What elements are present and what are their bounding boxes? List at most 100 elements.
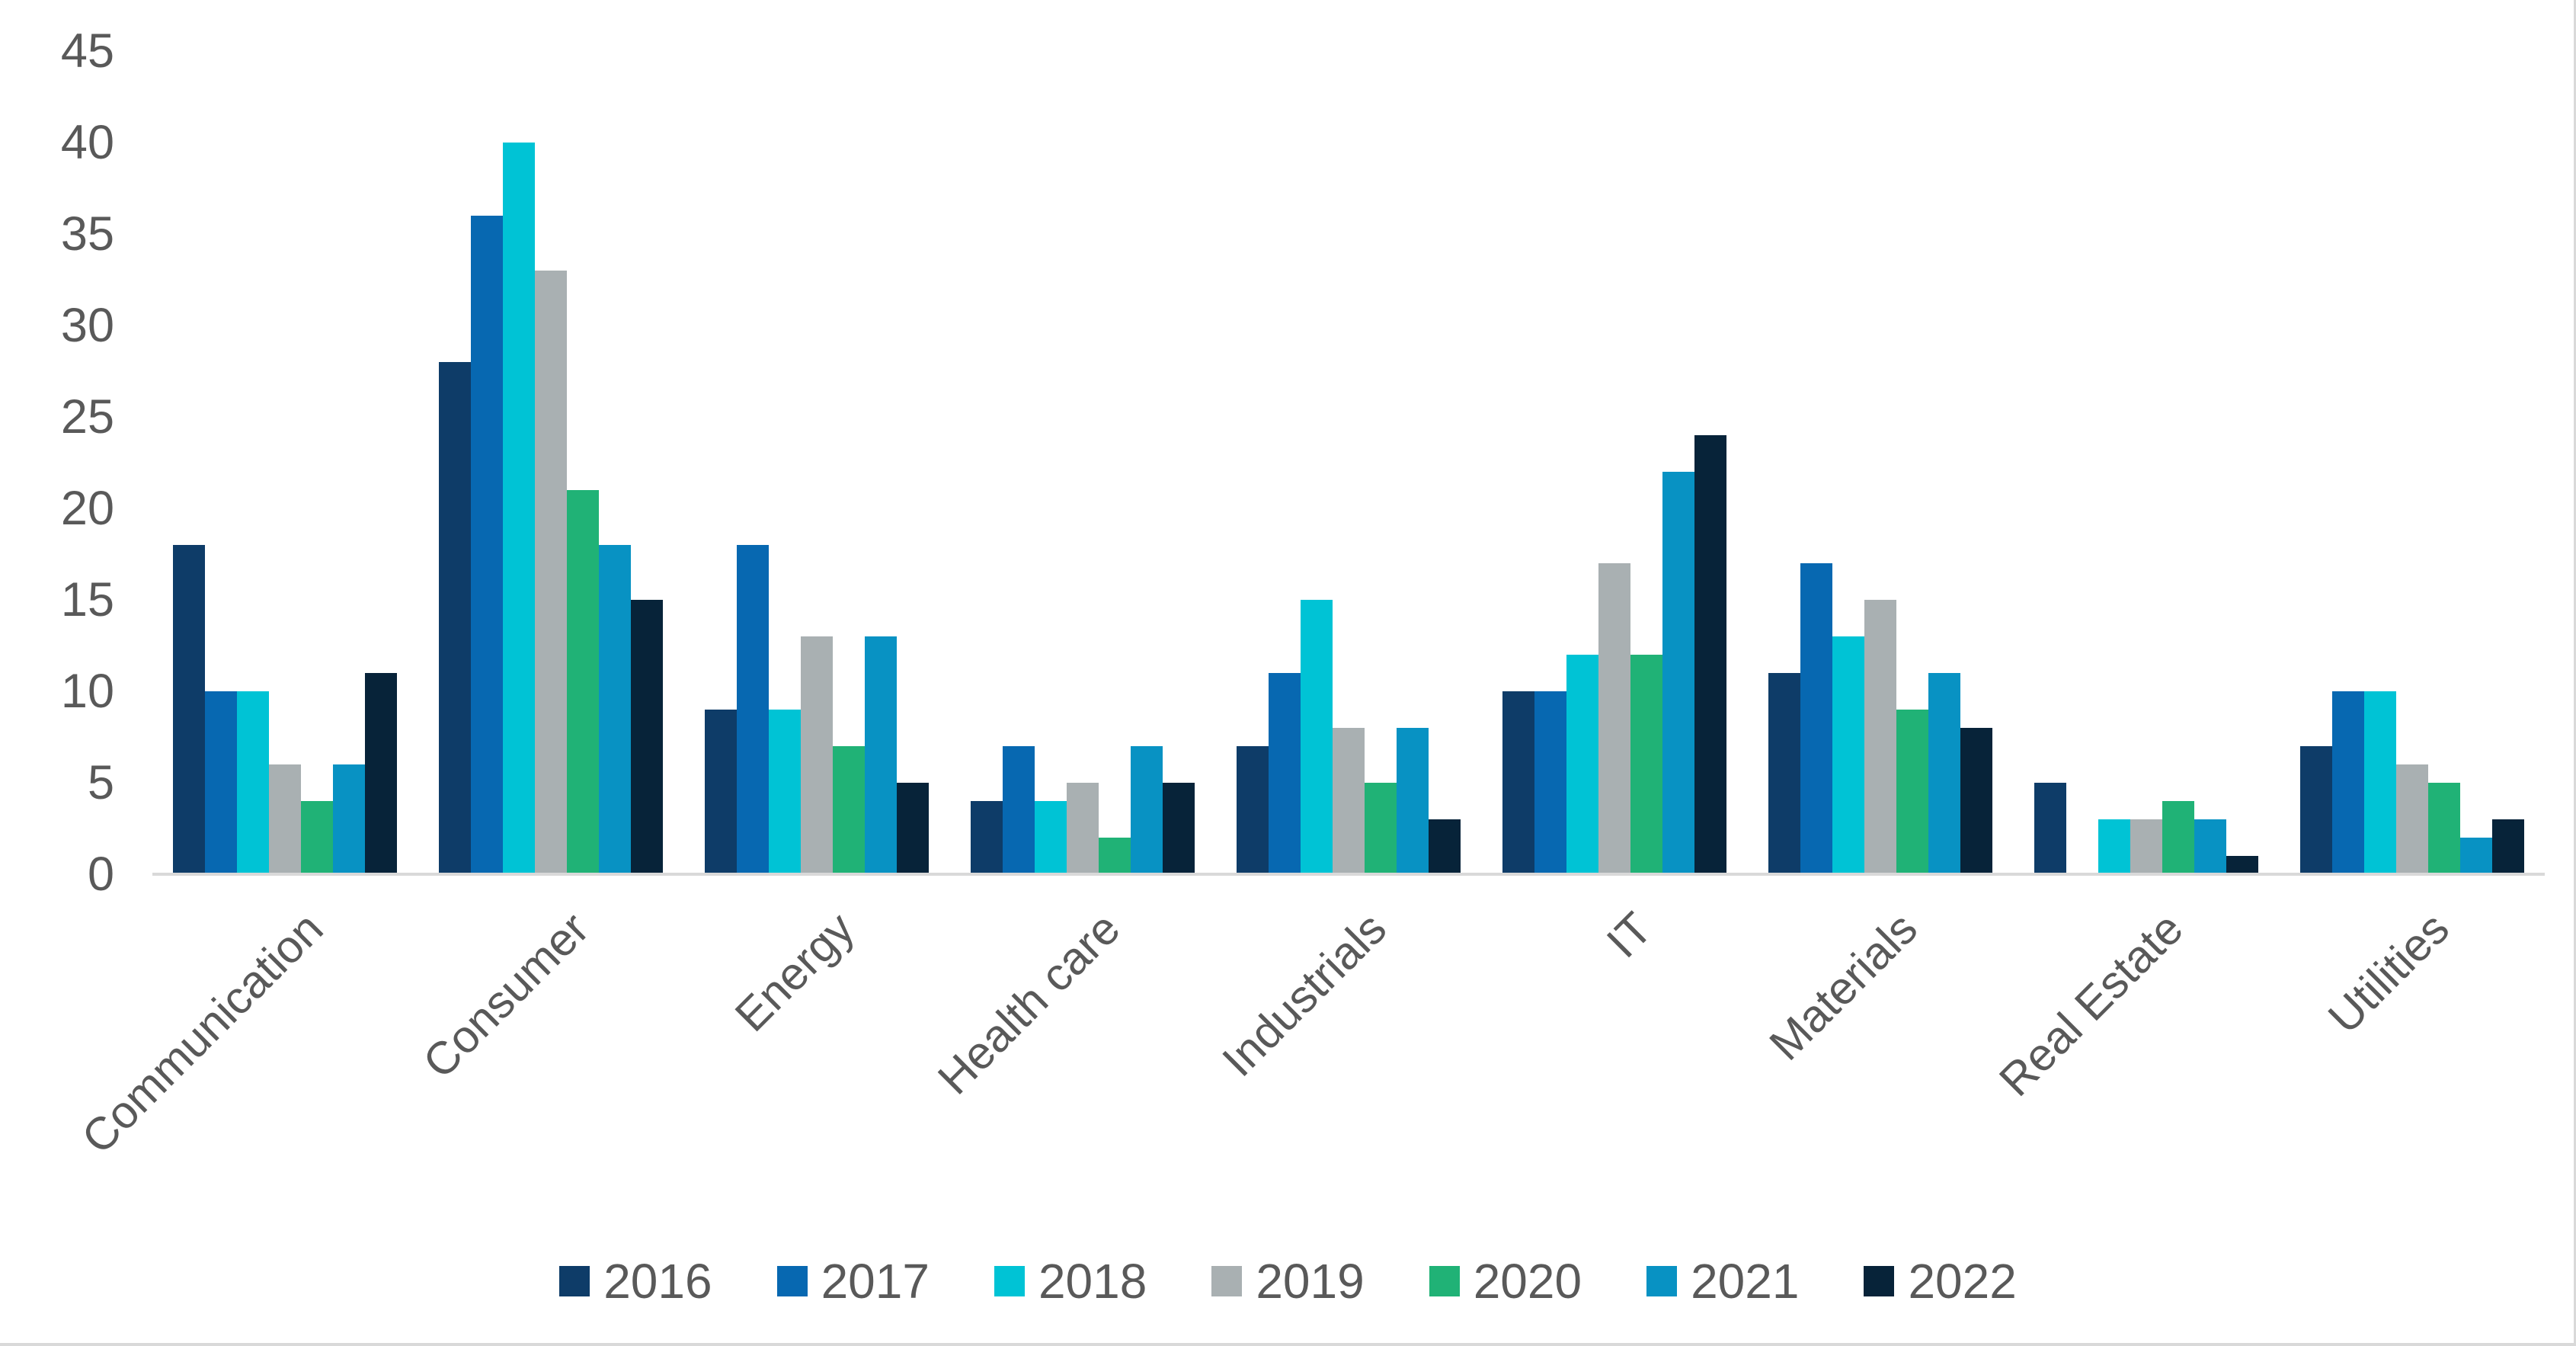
bar-2016-it — [1502, 691, 1534, 874]
bar-2020-it — [1630, 655, 1662, 874]
x-label-text: Health care — [928, 902, 1130, 1104]
y-axis: 0 5 10 15 20 25 30 35 40 45 — [0, 0, 114, 915]
legend-swatch-2019 — [1211, 1266, 1243, 1296]
bar-2019-industrials — [1333, 728, 1365, 874]
bar-2019-health-care — [1067, 783, 1099, 874]
y-tick-40: 40 — [60, 116, 114, 169]
bar-2016-health-care — [971, 801, 1003, 874]
bar-2018-utilities — [2363, 691, 2396, 874]
y-tick-20: 20 — [60, 482, 114, 535]
bar-2019-it — [1598, 563, 1630, 874]
bar-2017-it — [1534, 691, 1566, 874]
bar-2022-it — [1694, 435, 1726, 874]
legend-swatch-2022 — [1864, 1266, 1895, 1296]
bar-2016-industrials — [1237, 746, 1269, 874]
bar-2021-health-care — [1131, 746, 1163, 874]
bar-2018-energy — [769, 710, 802, 874]
bar-2022-materials — [1960, 728, 1992, 874]
y-tick-30: 30 — [60, 299, 114, 352]
plot-area — [152, 51, 2545, 874]
bar-2019-consumer — [535, 271, 568, 874]
bar-group-energy — [684, 51, 950, 874]
legend-swatch-2017 — [776, 1266, 808, 1296]
y-tick-35: 35 — [60, 207, 114, 261]
bar-2018-real-estate — [2098, 819, 2130, 874]
bar-2018-communication — [237, 691, 270, 874]
bar-2018-materials — [1832, 636, 1864, 874]
legend-item-2018: 2018 — [994, 1254, 1147, 1309]
bar-2017-communication — [205, 691, 238, 874]
bar-2016-consumer — [439, 362, 472, 874]
bar-group-real-estate — [2013, 51, 2279, 874]
bar-2017-utilities — [2331, 691, 2364, 874]
bar-2018-industrials — [1301, 600, 1333, 874]
legend-item-2021: 2021 — [1646, 1254, 1799, 1309]
x-label-text: Consumer — [412, 902, 598, 1088]
bar-2021-it — [1662, 472, 1694, 874]
bar-2021-materials — [1928, 673, 1960, 874]
legend-item-2022: 2022 — [1864, 1254, 2017, 1309]
x-label-text: IT — [1596, 902, 1662, 968]
x-label-text: Utilities — [2318, 902, 2459, 1043]
bar-2017-health-care — [1003, 746, 1035, 874]
legend-label: 2016 — [603, 1254, 712, 1309]
legend-item-2019: 2019 — [1211, 1254, 1365, 1309]
bar-2022-real-estate — [2226, 856, 2258, 874]
bar-2022-communication — [365, 673, 398, 874]
bar-2021-consumer — [599, 545, 632, 874]
legend-label: 2022 — [1908, 1254, 2017, 1309]
bar-2020-industrials — [1365, 783, 1397, 874]
bar-2021-utilities — [2459, 838, 2492, 874]
y-tick-0: 0 — [87, 848, 114, 901]
bar-2016-communication — [173, 545, 206, 874]
y-tick-5: 5 — [87, 756, 114, 809]
bar-2020-materials — [1896, 710, 1928, 874]
bar-2016-real-estate — [2034, 783, 2066, 874]
bar-2018-health-care — [1035, 801, 1067, 874]
bar-2017-industrials — [1269, 673, 1301, 874]
x-label-text: Real Estate — [1989, 902, 2194, 1106]
bar-2021-real-estate — [2194, 819, 2226, 874]
x-label-text: Energy — [725, 902, 864, 1042]
bar-2019-real-estate — [2130, 819, 2162, 874]
bar-group-materials — [1747, 51, 2013, 874]
y-tick-15: 15 — [60, 573, 114, 627]
bar-group-consumer — [418, 51, 684, 874]
bar-2016-energy — [705, 710, 738, 874]
bar-2022-utilities — [2491, 819, 2524, 874]
bar-2019-communication — [269, 764, 302, 874]
legend: 2016 2017 2018 2019 2020 2021 2022 — [0, 1254, 2576, 1309]
x-axis-line — [152, 873, 2545, 876]
bar-2022-consumer — [631, 600, 664, 874]
legend-swatch-2020 — [1429, 1266, 1460, 1296]
y-tick-45: 45 — [60, 24, 114, 78]
bar-group-it — [1481, 51, 1747, 874]
bar-2020-energy — [833, 746, 866, 874]
legend-item-2017: 2017 — [776, 1254, 930, 1309]
bar-2019-materials — [1864, 600, 1896, 874]
bar-2022-energy — [897, 783, 930, 874]
bar-group-utilities — [2279, 51, 2545, 874]
bar-2020-real-estate — [2162, 801, 2194, 874]
legend-item-2020: 2020 — [1429, 1254, 1582, 1309]
bar-2020-utilities — [2427, 783, 2460, 874]
bar-2016-materials — [1768, 673, 1800, 874]
bar-2019-energy — [801, 636, 834, 874]
legend-label: 2020 — [1473, 1254, 1582, 1309]
bar-group-health-care — [950, 51, 1216, 874]
legend-label: 2018 — [1038, 1254, 1147, 1309]
legend-swatch-2018 — [994, 1266, 1025, 1296]
legend-label: 2017 — [821, 1254, 930, 1309]
bar-2017-consumer — [471, 216, 504, 874]
bar-group-communication — [152, 51, 418, 874]
bar-2021-communication — [333, 764, 366, 874]
x-label-text: Industrials — [1211, 902, 1396, 1087]
bar-2021-energy — [865, 636, 898, 874]
bar-2017-materials — [1800, 563, 1832, 874]
bar-2017-energy — [737, 545, 770, 874]
legend-label: 2019 — [1256, 1254, 1365, 1309]
legend-swatch-2021 — [1646, 1266, 1678, 1296]
bar-2020-health-care — [1099, 838, 1131, 874]
